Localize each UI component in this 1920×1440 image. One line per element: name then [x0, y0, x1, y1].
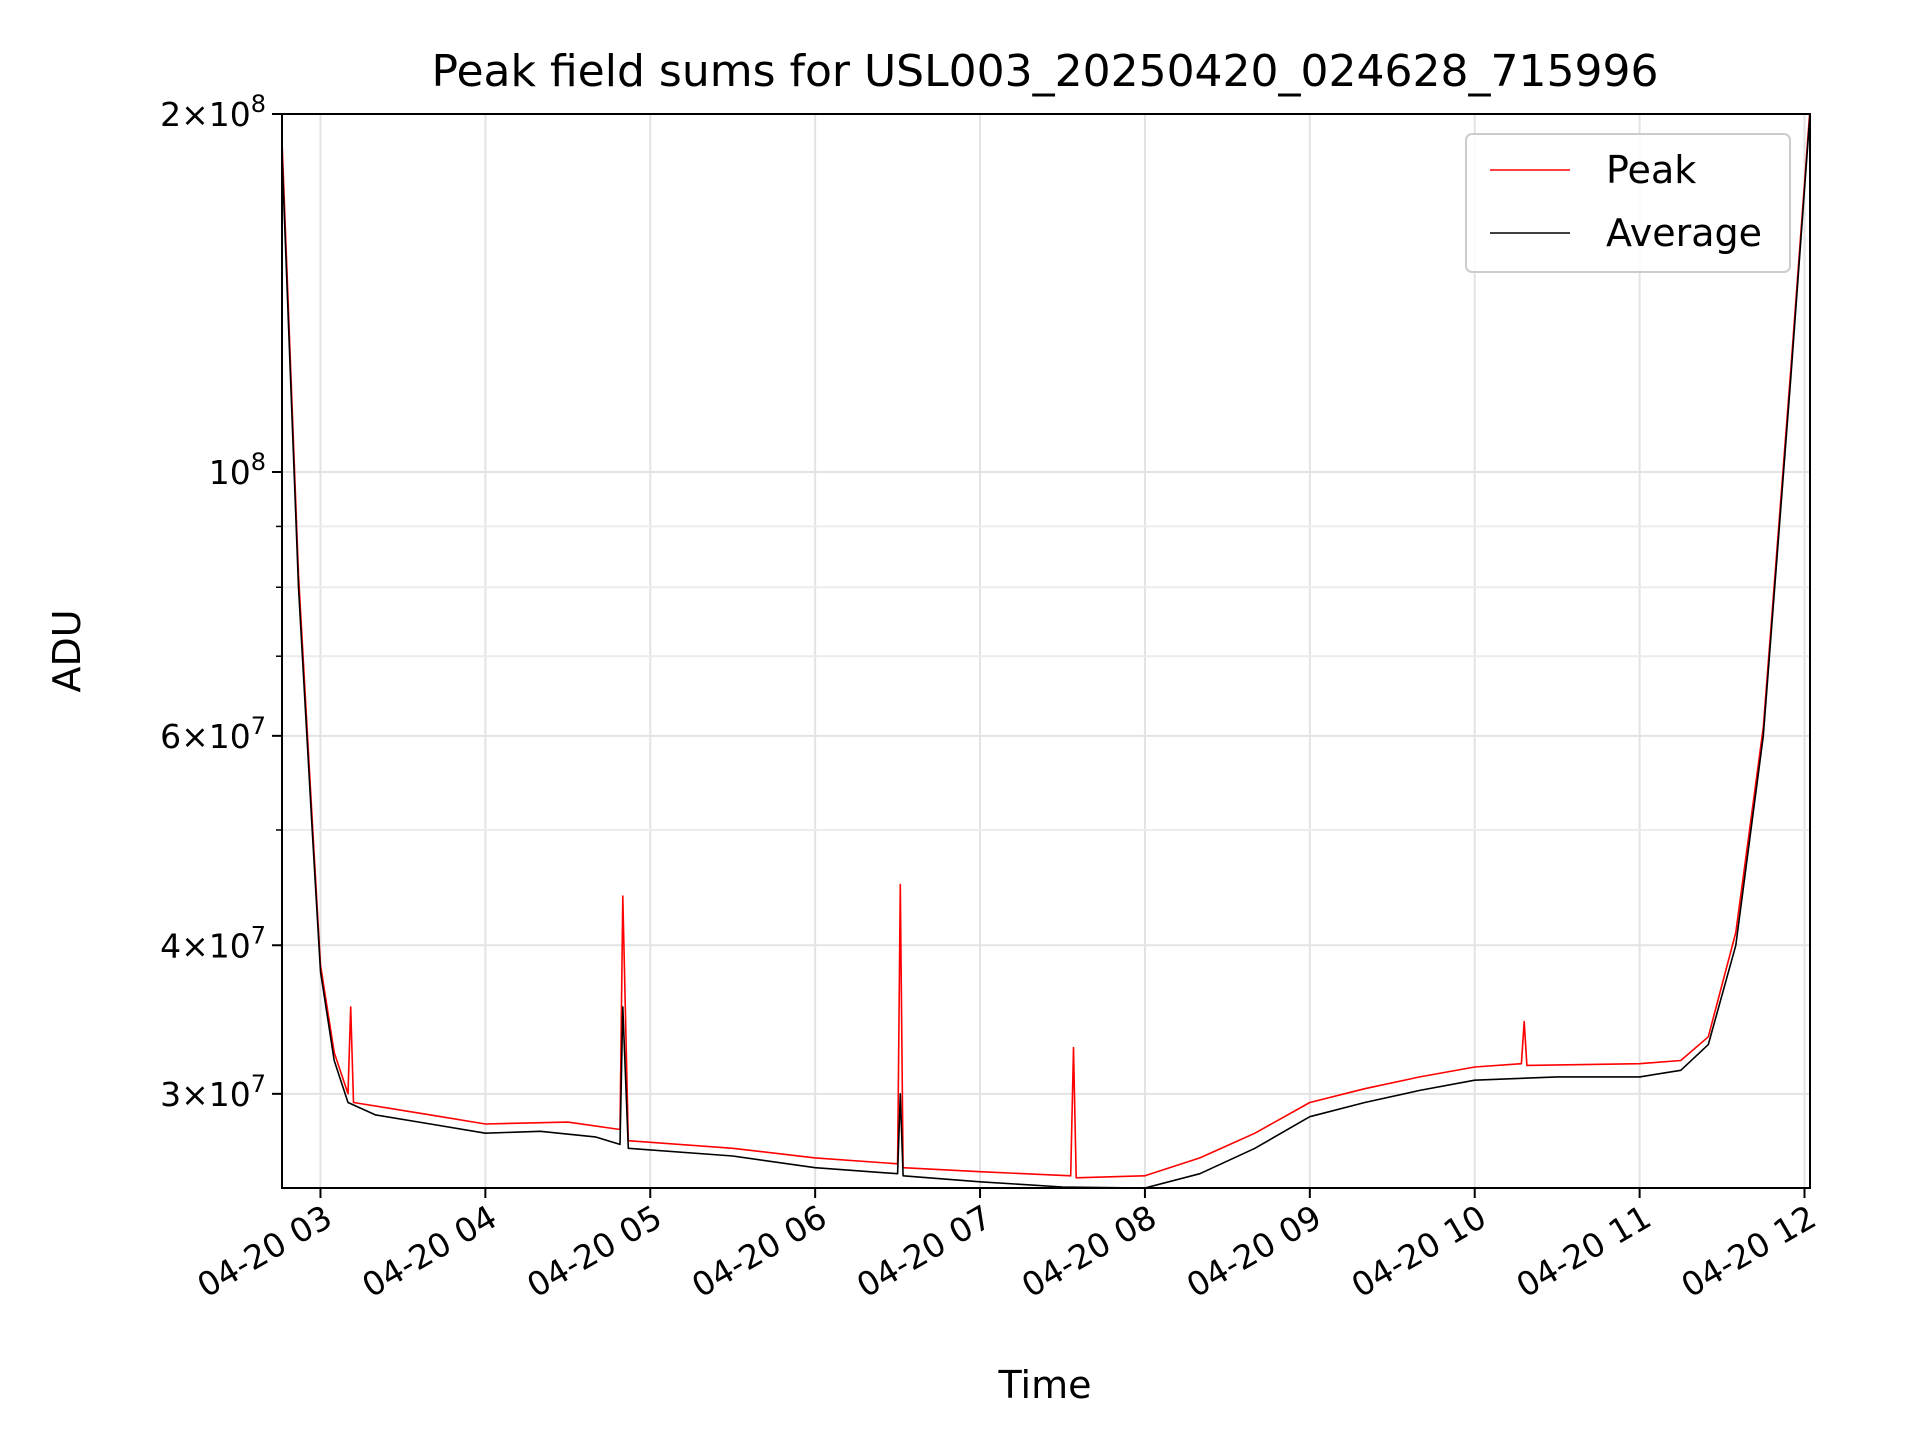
y-tick-label: 2×108: [160, 90, 266, 134]
y-tick-label: 4×107: [160, 921, 266, 965]
series-layer: [282, 114, 1810, 1188]
legend-label-peak: Peak: [1606, 148, 1696, 192]
y-tick-label: 3×107: [160, 1070, 266, 1114]
plot-frame: [281, 113, 1811, 1189]
series-line-average: [282, 114, 1810, 1188]
y-tick-label: 108: [209, 448, 266, 492]
legend: Peak Average: [1465, 133, 1791, 273]
y-tick-label: 6×107: [160, 712, 266, 756]
series-line-peak: [282, 114, 1810, 1179]
legend-label-average: Average: [1606, 211, 1762, 255]
y-ticks: 2×108 108 6×107 4×107 3×107: [160, 90, 282, 1114]
chart-title: Peak field sums for USL003_20250420_0246…: [432, 46, 1659, 97]
x-axis-label: Time: [998, 1363, 1092, 1407]
y-axis-label: ADU: [45, 609, 89, 692]
legend-box: [1465, 133, 1791, 273]
